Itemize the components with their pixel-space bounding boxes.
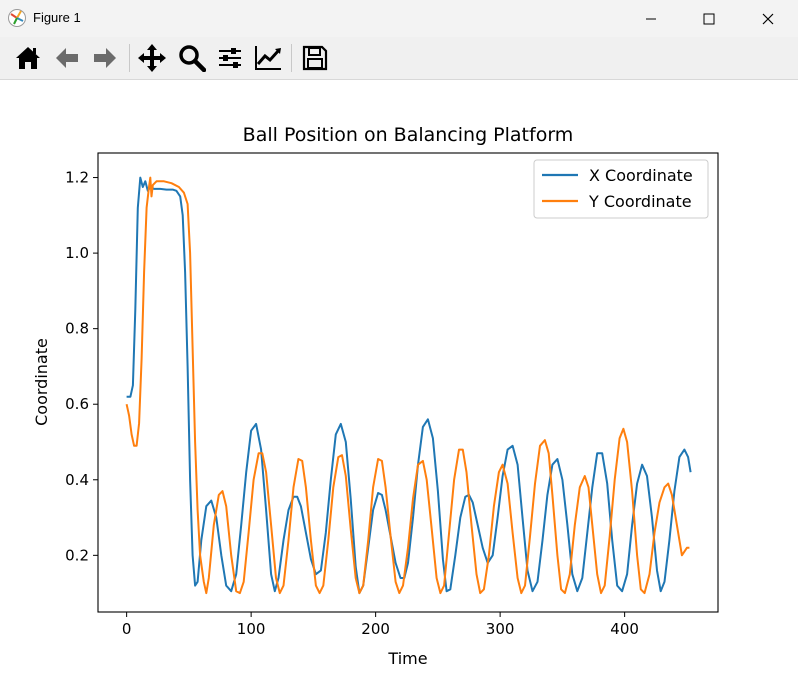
close-icon: [762, 13, 774, 24]
y-tick-label: 1.0: [65, 244, 89, 262]
legend-label-y-coordinate: Y Coordinate: [588, 192, 692, 211]
home-button[interactable]: [11, 42, 45, 74]
series-line-y-coordinate: [125, 176, 690, 595]
pan-button[interactable]: [135, 42, 169, 74]
home-icon: [16, 47, 40, 69]
toolbar-separator: [291, 44, 292, 72]
figure-canvas[interactable]: Ball Position on Balancing Platform 0 100…: [0, 80, 798, 675]
navigation-toolbar: [0, 37, 798, 80]
configure-subplots-button[interactable]: [213, 42, 247, 74]
save-button[interactable]: [298, 42, 332, 74]
chart-title: Ball Position on Balancing Platform: [243, 124, 574, 146]
y-axis-label: Coordinate: [32, 338, 51, 426]
y-tick-label: 0.2: [65, 546, 89, 564]
x-tick-label: 0: [122, 620, 132, 638]
edit-axis-icon: [255, 46, 281, 70]
back-arrow-icon: [56, 48, 78, 68]
axes-frame: [97, 152, 719, 613]
forward-arrow-icon: [94, 48, 116, 68]
x-tick-label: 300: [486, 620, 515, 638]
zoom-button[interactable]: [175, 42, 209, 74]
y-tick-label: 0.8: [65, 320, 89, 338]
maximize-icon: [703, 13, 715, 24]
y-tick-label: 0.4: [65, 471, 89, 489]
back-button[interactable]: [50, 42, 84, 74]
window-title: Figure 1: [33, 10, 81, 25]
x-tick-label: 200: [361, 620, 390, 638]
forward-button[interactable]: [88, 42, 122, 74]
maximize-button[interactable]: [680, 0, 738, 37]
close-button[interactable]: [739, 0, 797, 37]
x-tick-label: 100: [237, 620, 266, 638]
minimize-button[interactable]: [622, 0, 680, 37]
legend: X Coordinate Y Coordinate: [533, 159, 709, 219]
pan-icon: [138, 44, 166, 72]
minimize-icon: [646, 18, 656, 19]
legend-label-x-coordinate: X Coordinate: [589, 166, 693, 185]
zoom-icon: [179, 45, 206, 72]
y-tick-label: 0.6: [65, 395, 89, 413]
save-icon: [302, 45, 328, 71]
window-titlebar: Figure 1: [0, 0, 798, 37]
x-tick-label: 400: [610, 620, 639, 638]
x-axis-label: Time: [387, 649, 427, 668]
series-line-x-coordinate: [126, 176, 692, 595]
y-tick-label: 1.2: [65, 169, 89, 187]
edit-axis-button[interactable]: [251, 42, 285, 74]
matplotlib-app-icon: [8, 9, 26, 27]
toolbar-separator: [129, 44, 130, 72]
configure-subplots-icon: [219, 48, 241, 68]
